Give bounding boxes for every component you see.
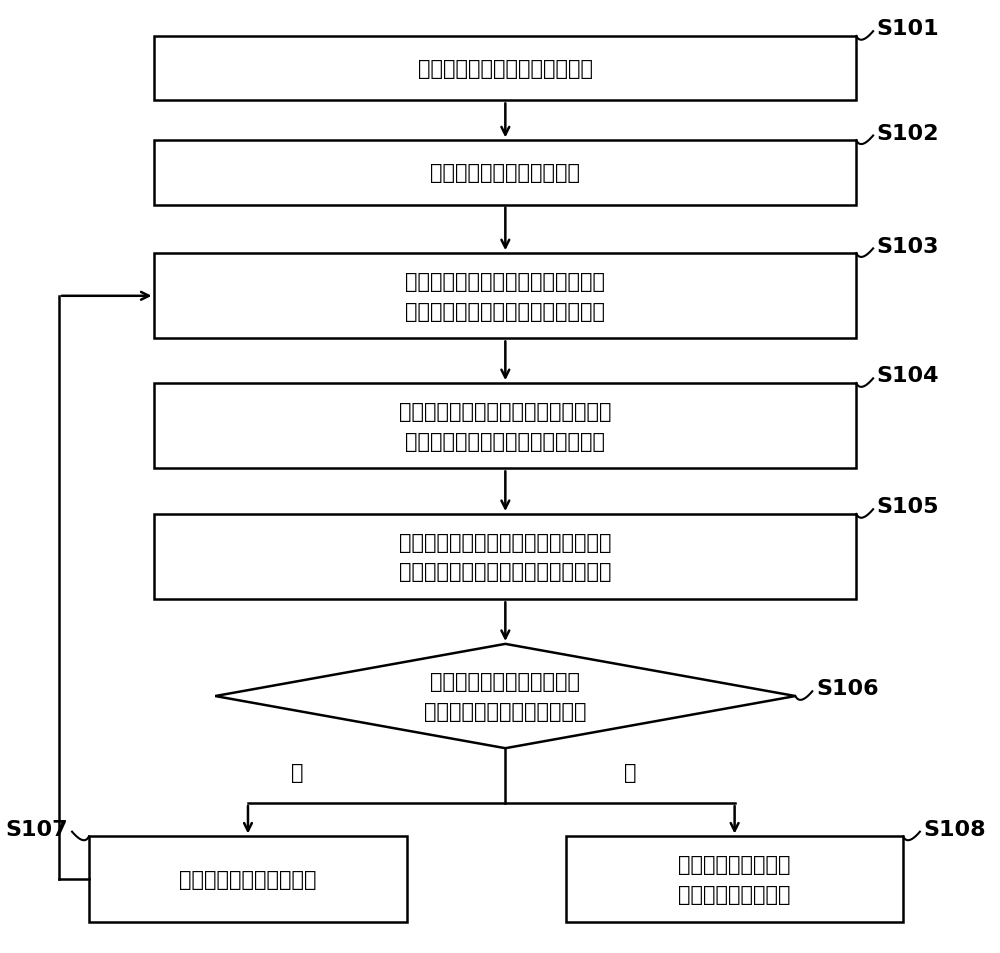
FancyBboxPatch shape <box>154 515 856 599</box>
Text: S106: S106 <box>816 679 879 699</box>
Text: 利用正则化规则，对重构向量以及采样
向量进行重构，以得到初始重构信号: 利用正则化规则，对重构向量以及采样 向量进行重构，以得到初始重构信号 <box>399 401 612 451</box>
Text: S105: S105 <box>877 497 939 517</box>
Text: 按照预设重建规则，对初始残差值和
传感矩阵进行处理，以得到重构向量: 按照预设重建规则，对初始残差值和 传感矩阵进行处理，以得到重构向量 <box>405 272 605 321</box>
FancyBboxPatch shape <box>154 37 856 101</box>
Text: 是: 是 <box>624 762 636 782</box>
Text: S103: S103 <box>877 236 939 256</box>
Text: 将残差值作为初始残差值: 将残差值作为初始残差值 <box>179 869 317 889</box>
FancyBboxPatch shape <box>154 141 856 206</box>
Polygon shape <box>215 644 795 748</box>
FancyBboxPatch shape <box>89 837 407 922</box>
FancyBboxPatch shape <box>154 253 856 339</box>
Text: 获取信号的采样向量和传感矩阵: 获取信号的采样向量和传感矩阵 <box>418 59 593 79</box>
Text: 初始重构信号的残差值是否
小于或等于预设的最小残差值: 初始重构信号的残差值是否 小于或等于预设的最小残差值 <box>424 672 587 721</box>
FancyBboxPatch shape <box>566 837 903 922</box>
FancyBboxPatch shape <box>154 384 856 469</box>
Text: S104: S104 <box>877 366 939 386</box>
Text: 将采样向量作为初始残差值: 将采样向量作为初始残差值 <box>430 163 580 183</box>
Text: S108: S108 <box>924 819 986 839</box>
Text: S101: S101 <box>877 19 939 39</box>
Text: 否: 否 <box>291 762 304 782</box>
Text: S102: S102 <box>877 124 939 144</box>
Text: S107: S107 <box>6 819 68 839</box>
Text: 依据初始重构信号、采样向量以及重构
向量，计算初始重构信号对应的残差值: 依据初始重构信号、采样向量以及重构 向量，计算初始重构信号对应的残差值 <box>399 533 612 582</box>
Text: 将初始重构信号作为
完成重构的目标信号: 将初始重构信号作为 完成重构的目标信号 <box>678 855 791 904</box>
